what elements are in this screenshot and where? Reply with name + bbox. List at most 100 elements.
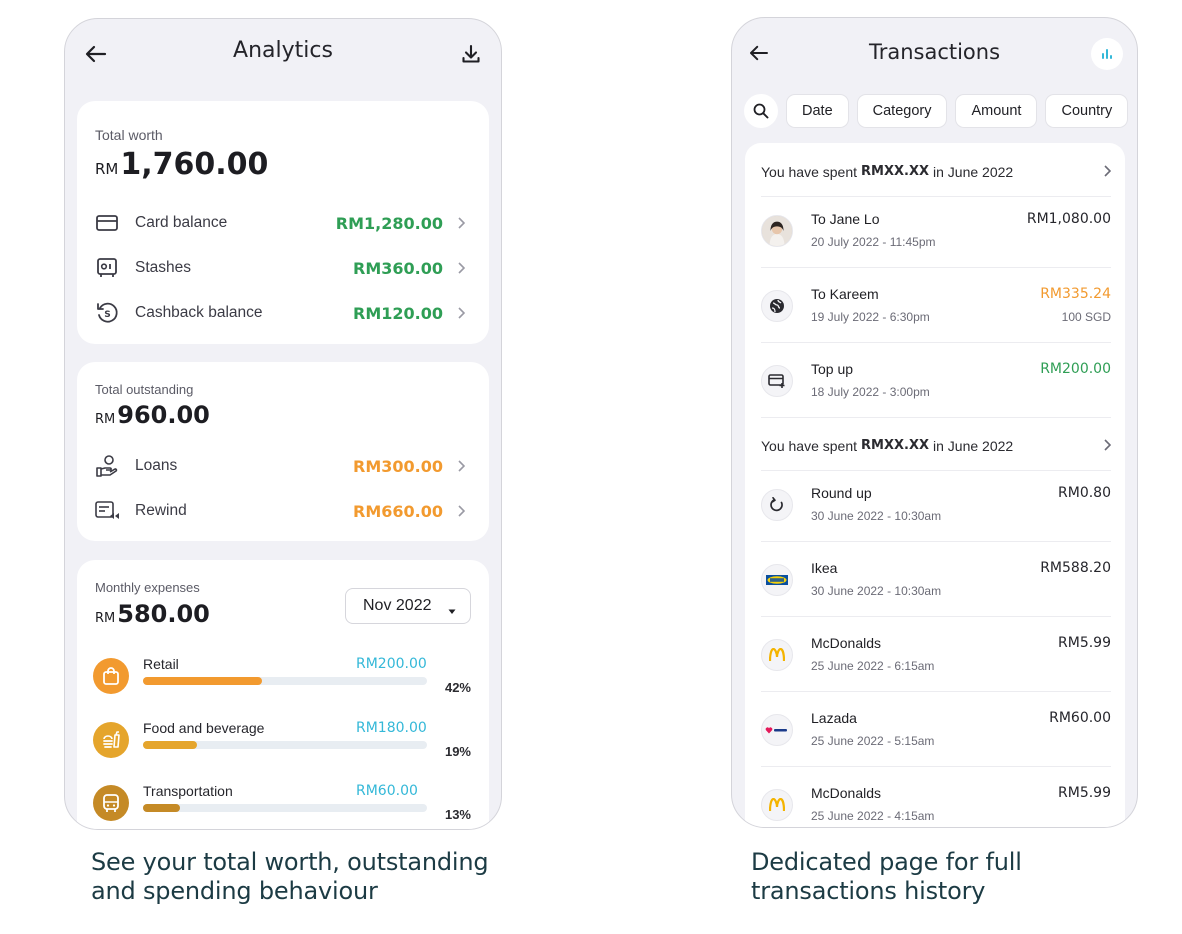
transactions-screen: Transactions Date Category Amount Countr…: [731, 17, 1138, 828]
roundup-icon: [761, 489, 793, 521]
chevron-right-icon: [1103, 164, 1112, 180]
transaction-name: Ikea: [811, 560, 838, 576]
progress-track: [143, 741, 427, 749]
transaction-amount: RM1,080.00: [1026, 211, 1111, 227]
transactions-header: Transactions: [732, 18, 1137, 90]
filter-category[interactable]: Category: [856, 94, 948, 128]
transaction-name: To Kareem: [811, 286, 879, 302]
rewind-row[interactable]: Rewind RM660.00: [93, 496, 467, 526]
category-value: RM180.00: [356, 720, 427, 736]
row-label: Card balance: [135, 214, 228, 231]
filter-amount[interactable]: Amount: [955, 94, 1038, 128]
page-title: Analytics: [233, 38, 333, 63]
spending-summary[interactable]: You have spent RMXX.XX in June 2022: [761, 147, 1112, 197]
progress-fill: [143, 741, 197, 749]
transaction-amount: RM60.00: [1049, 710, 1111, 726]
transaction-date: 25 June 2022 - 6:15am: [811, 659, 935, 673]
transaction-row[interactable]: Ikea 30 June 2022 - 10:30am RM588.20: [761, 542, 1111, 617]
selected-month: Nov 2022: [363, 597, 432, 614]
filter-bar: Date Category Amount Country: [744, 94, 1129, 128]
spending-summary[interactable]: You have spent RMXX.XX in June 2022: [761, 421, 1112, 471]
chevron-right-icon: [1103, 438, 1112, 454]
progress-track: [143, 677, 427, 685]
transaction-date: 25 June 2022 - 5:15am: [811, 734, 935, 748]
expense-category-food[interactable]: Food and beverage RM180.00 19%: [93, 720, 471, 766]
avatar: [761, 215, 793, 247]
globe-icon: [761, 290, 793, 322]
progress-track: [143, 804, 427, 812]
row-label: Cashback balance: [135, 304, 263, 321]
row-label: Rewind: [135, 502, 187, 519]
transaction-amount: RM5.99: [1058, 785, 1111, 801]
transaction-row[interactable]: Round up 30 June 2022 - 10:30am RM0.80: [761, 467, 1111, 542]
category-percent: 13%: [444, 807, 471, 822]
stashes-row[interactable]: Stashes RM360.00: [93, 253, 467, 283]
expense-category-retail[interactable]: Retail RM200.00 42%: [93, 656, 471, 702]
summary-suffix: in June 2022: [933, 437, 1014, 454]
loan-hand-icon: [93, 452, 121, 480]
month-dropdown[interactable]: Nov 2022: [345, 588, 471, 624]
bus-icon: [93, 785, 129, 821]
page-title: Transactions: [868, 40, 1001, 64]
caret-down-icon: [448, 602, 456, 620]
category-percent: 42%: [444, 680, 471, 695]
transaction-date: 25 June 2022 - 4:15am: [811, 809, 935, 823]
row-label: Stashes: [135, 259, 192, 276]
category-name: Food and beverage: [143, 720, 265, 736]
monthly-expenses-amount: RM580.00: [95, 600, 210, 628]
transaction-row[interactable]: To Kareem 19 July 2022 - 6:30pm RM335.24…: [761, 268, 1111, 343]
transactions-caption: Dedicated page for full transactions his…: [751, 848, 1022, 905]
filter-country[interactable]: Country: [1045, 94, 1129, 128]
card-balance-row[interactable]: Card balance RM1,280.00: [93, 208, 467, 238]
transaction-foreign-amount: 100 SGD: [1061, 310, 1111, 324]
food-icon: [93, 722, 129, 758]
transaction-row[interactable]: To Jane Lo 20 July 2022 - 11:45pm RM1,08…: [761, 193, 1111, 268]
download-icon[interactable]: [457, 40, 485, 68]
row-value: RM300.00: [353, 456, 443, 476]
transaction-date: 20 July 2022 - 11:45pm: [811, 235, 936, 249]
chevron-right-icon: [457, 216, 467, 230]
total-outstanding-card: Total outstanding RM960.00 Loans RM300.0…: [77, 362, 489, 541]
total-worth-label: Total worth: [95, 127, 163, 143]
amount-value: 580.00: [117, 600, 210, 628]
analytics-header: Analytics: [65, 19, 501, 91]
transaction-name: To Jane Lo: [811, 211, 880, 227]
transaction-row[interactable]: McDonalds 25 June 2022 - 6:15am RM5.99: [761, 617, 1111, 692]
shopping-bag-icon: [93, 658, 129, 694]
chevron-right-icon: [457, 459, 467, 473]
back-arrow-icon[interactable]: [746, 40, 772, 66]
amount-value: 960.00: [117, 401, 210, 429]
chevron-right-icon: [457, 306, 467, 320]
transaction-amount: RM588.20: [1040, 560, 1111, 576]
currency-label: RM: [95, 412, 116, 427]
mcdonalds-logo: [761, 789, 793, 821]
transaction-row[interactable]: McDonalds 25 June 2022 - 4:15am RM5.99: [761, 767, 1111, 827]
currency-label: RM: [95, 611, 116, 626]
back-arrow-icon[interactable]: [83, 41, 109, 67]
expense-category-transportation[interactable]: Transportation RM60.00 13%: [93, 783, 471, 829]
transaction-amount: RM200.00: [1040, 361, 1111, 377]
transaction-amount: RM0.80: [1058, 485, 1111, 501]
chevron-right-icon: [457, 261, 467, 275]
category-percent: 19%: [444, 744, 471, 759]
transaction-row[interactable]: Top up 18 July 2022 - 3:00pm RM200.00: [761, 343, 1111, 418]
category-value: RM200.00: [356, 656, 427, 672]
cashback-balance-row[interactable]: S Cashback balance RM120.00: [93, 298, 467, 328]
loans-row[interactable]: Loans RM300.00: [93, 451, 467, 481]
rewind-icon: [93, 497, 121, 525]
lazada-logo: [761, 714, 793, 746]
search-icon[interactable]: [744, 94, 778, 128]
analytics-chart-icon[interactable]: [1091, 38, 1123, 70]
amount-value: 1,760.00: [120, 147, 269, 182]
summary-prefix: You have spent: [761, 163, 858, 180]
transaction-row[interactable]: Lazada 25 June 2022 - 5:15am RM60.00: [761, 692, 1111, 767]
transactions-list: You have spent RMXX.XX in June 2022 To J…: [745, 143, 1125, 827]
row-value: RM660.00: [353, 501, 443, 521]
svg-text:S: S: [104, 310, 110, 320]
filter-date[interactable]: Date: [786, 94, 849, 128]
analytics-caption: See your total worth, outstanding and sp…: [91, 848, 489, 905]
safe-icon: [93, 254, 121, 282]
transaction-name: Round up: [811, 485, 872, 501]
cashback-icon: S: [93, 299, 121, 327]
total-worth-card: Total worth RM1,760.00 Card balance RM1,…: [77, 101, 489, 344]
